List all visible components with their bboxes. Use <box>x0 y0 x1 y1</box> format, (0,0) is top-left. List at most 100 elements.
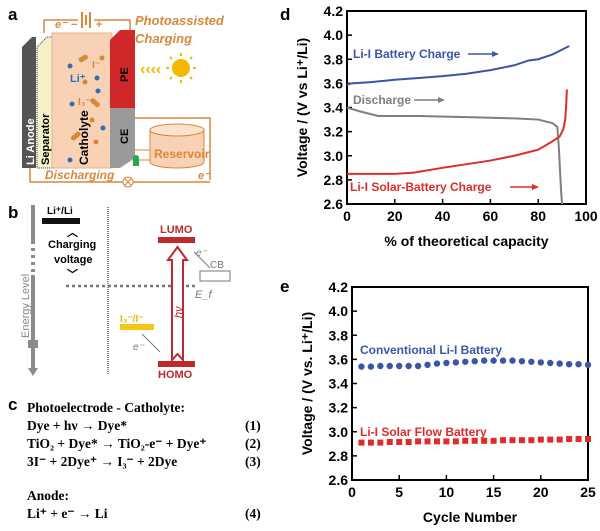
y-tick-label: 2.8 <box>329 448 349 464</box>
data-point <box>396 439 403 446</box>
x-tick-label: 80 <box>530 208 546 224</box>
li-ion-label: Li⁺ <box>70 73 86 85</box>
data-point <box>443 438 450 445</box>
data-point <box>490 357 497 364</box>
data-point <box>452 438 459 445</box>
counter-electrode <box>110 108 135 168</box>
y-axis-label: Voltage / (V vs Li⁺/Li) <box>294 38 310 177</box>
data-point <box>386 439 393 446</box>
series-line-0 <box>346 45 570 86</box>
y-tick-label: 3.4 <box>324 100 344 116</box>
data-point <box>415 438 422 445</box>
x-tick-label: 0 <box>343 208 351 224</box>
photoelectrode-heading: Photoelectrode - Catholyte: <box>27 400 185 415</box>
reaction-equations: Photoelectrode - Catholyte: Dye + hν → D… <box>27 400 261 521</box>
cb-label: CB <box>210 260 224 271</box>
equation-1: Dye + hν → Dye* <box>27 418 127 433</box>
data-point <box>547 359 554 367</box>
chevron-up-icon: ︿ <box>67 227 78 239</box>
load-icon <box>122 176 134 188</box>
data-point <box>575 435 582 442</box>
electron-label-2: e⁻ <box>133 342 145 353</box>
data-point <box>462 358 469 365</box>
data-point <box>585 435 591 442</box>
data-point <box>490 437 497 444</box>
data-point <box>396 362 403 370</box>
iodine-couple-level <box>120 324 154 330</box>
panel-label-d: d <box>280 5 290 24</box>
data-point <box>509 437 516 444</box>
arrow-head-icon <box>532 184 539 190</box>
y-tick-label: 2.6 <box>329 472 349 488</box>
x-tick-label: 20 <box>533 484 549 500</box>
pe-label: PE <box>119 67 131 82</box>
data-point <box>471 357 478 365</box>
data-point <box>556 360 563 367</box>
x-axis-label: % of theoretical capacity <box>384 233 548 249</box>
y-tick-label: 2.8 <box>324 172 344 188</box>
svg-text:‹‹‹‹: ‹‹‹‹ <box>140 61 161 78</box>
lumo-label: LUMO <box>160 224 193 236</box>
triiodide-label: I₃⁻ <box>78 97 91 108</box>
y-tick-label: 3.0 <box>329 424 349 440</box>
data-point <box>358 363 365 370</box>
data-point <box>481 437 488 444</box>
y-tick-label: 4.2 <box>324 3 344 19</box>
energy-arrow-icon <box>28 368 38 376</box>
data-point <box>518 437 525 444</box>
photoelectrode <box>110 30 135 108</box>
anode-heading: Anode: <box>27 488 69 503</box>
data-point <box>452 359 460 366</box>
y-tick-label: 3.4 <box>329 376 349 392</box>
data-point <box>537 359 544 366</box>
y-tick-label: 3.6 <box>329 351 349 367</box>
data-point <box>556 436 563 443</box>
li-anode <box>22 37 36 168</box>
y-tick-label: 3.0 <box>324 148 344 164</box>
equation-4-number: (4) <box>245 506 261 521</box>
data-point <box>424 361 431 369</box>
li-anode-label: Li Anode <box>25 118 37 165</box>
ce-label: CE <box>119 129 131 144</box>
fermi-label: E_f <box>195 289 212 301</box>
data-point <box>518 357 526 365</box>
reservoir <box>149 123 205 169</box>
panel-label-e: e <box>280 277 289 296</box>
data-point <box>377 362 384 370</box>
data-point <box>405 362 412 370</box>
data-point <box>386 362 393 370</box>
x-tick-label: 20 <box>387 208 403 224</box>
homo-level <box>158 361 195 367</box>
data-point <box>443 359 450 367</box>
data-point <box>499 357 507 364</box>
y-tick-label: 3.2 <box>329 400 349 416</box>
panel-label-b: b <box>8 203 18 222</box>
sun-icon <box>166 53 196 83</box>
data-point <box>547 436 554 443</box>
separator-label: Separator <box>40 113 52 165</box>
equation-3: 3I⁻ + 2Dye⁺ → I₃⁻ + 2Dye <box>27 454 177 469</box>
panel-label-c: c <box>8 395 17 414</box>
data-point <box>575 361 582 368</box>
x-tick-label: 5 <box>395 484 403 500</box>
series-line-2 <box>347 89 568 175</box>
data-point <box>462 437 469 444</box>
series-label: Li-I Solar Flow Battery <box>360 425 487 439</box>
equation-2: TiO₂ + Dye* → TiO₂-e⁻ + Dye⁺ <box>27 436 206 451</box>
electron-label-bottom: e⁻ <box>198 170 211 182</box>
x-axis-label: Cycle Number <box>423 509 518 525</box>
y-tick-label: 3.6 <box>324 75 344 91</box>
plot-frame <box>351 286 589 481</box>
iodide-label: I⁻ <box>92 60 100 71</box>
x-tick-label: 10 <box>439 484 455 500</box>
data-point <box>584 361 592 369</box>
equation-2-number: (2) <box>245 436 261 451</box>
y-tick-label: 3.8 <box>324 51 344 67</box>
data-point <box>528 437 535 444</box>
battery-minus: − <box>71 19 77 31</box>
electron-label-top: e⁻ <box>55 19 68 31</box>
y-tick-label: 3.2 <box>324 124 344 140</box>
catholyte-label: Catholyte <box>77 110 91 165</box>
li-ion-dots <box>67 63 106 163</box>
